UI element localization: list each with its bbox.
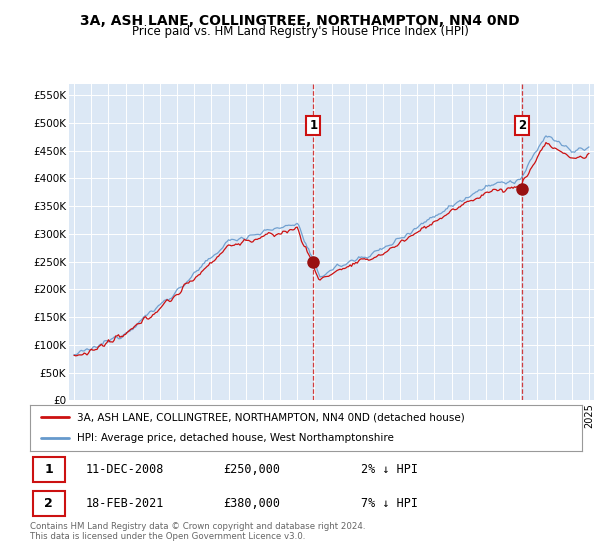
Text: Contains HM Land Registry data © Crown copyright and database right 2024.
This d: Contains HM Land Registry data © Crown c… (30, 522, 365, 542)
Text: 18-FEB-2021: 18-FEB-2021 (85, 497, 164, 510)
Text: £380,000: £380,000 (223, 497, 280, 510)
Text: 2: 2 (44, 497, 53, 510)
Text: 1: 1 (309, 119, 317, 132)
Text: 3A, ASH LANE, COLLINGTREE, NORTHAMPTON, NN4 0ND: 3A, ASH LANE, COLLINGTREE, NORTHAMPTON, … (80, 14, 520, 28)
Text: 2: 2 (518, 119, 527, 132)
Text: 3A, ASH LANE, COLLINGTREE, NORTHAMPTON, NN4 0ND (detached house): 3A, ASH LANE, COLLINGTREE, NORTHAMPTON, … (77, 412, 464, 422)
Text: 2% ↓ HPI: 2% ↓ HPI (361, 463, 418, 476)
Text: 1: 1 (44, 463, 53, 476)
Text: 11-DEC-2008: 11-DEC-2008 (85, 463, 164, 476)
Text: 7% ↓ HPI: 7% ↓ HPI (361, 497, 418, 510)
Text: Price paid vs. HM Land Registry's House Price Index (HPI): Price paid vs. HM Land Registry's House … (131, 25, 469, 38)
FancyBboxPatch shape (33, 457, 65, 482)
Text: HPI: Average price, detached house, West Northamptonshire: HPI: Average price, detached house, West… (77, 433, 394, 444)
FancyBboxPatch shape (33, 491, 65, 516)
Text: £250,000: £250,000 (223, 463, 280, 476)
